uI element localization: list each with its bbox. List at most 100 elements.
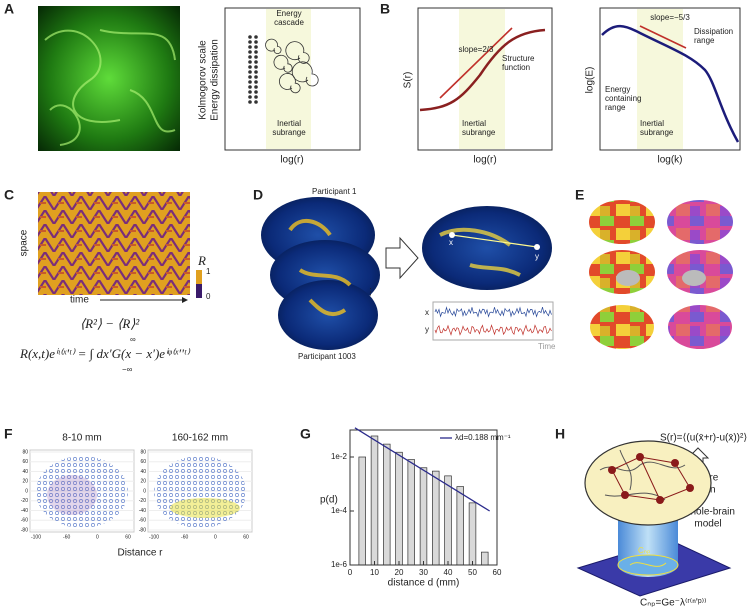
panel-label: F [4, 426, 13, 442]
bar [383, 443, 391, 566]
text: x [425, 308, 429, 317]
y-tick-label: 60 [22, 459, 28, 465]
slope-line [439, 27, 513, 99]
node [449, 232, 455, 238]
highlight [47, 475, 97, 515]
panel-label: H [555, 426, 565, 442]
dot [248, 45, 252, 49]
bar [358, 456, 366, 566]
y-tick-label: -60 [139, 518, 146, 524]
x-tick-label: 0 [348, 568, 353, 577]
dot [254, 55, 258, 59]
bar [444, 475, 452, 566]
text: Time [538, 342, 556, 351]
y-tick-label: -20 [139, 498, 146, 504]
scatter-cloud [36, 456, 128, 528]
bar [468, 502, 477, 566]
title: 8-10 mm [62, 433, 101, 444]
panel-label: A [4, 1, 14, 17]
x-tick-label: 60 [125, 534, 131, 540]
limit: ∞ [130, 335, 136, 344]
colorbar-title: R [197, 253, 206, 268]
x-tick-label: -60 [63, 534, 70, 540]
text: range [694, 36, 715, 45]
y-tick-label: 0 [143, 488, 146, 494]
y-tick-label: 1e-2 [331, 452, 348, 461]
brain [667, 200, 733, 244]
dot [248, 95, 252, 99]
y-tick-label: -40 [139, 508, 146, 514]
curve [601, 24, 740, 143]
y-tick-label: 20 [22, 479, 28, 485]
dot [254, 75, 258, 79]
plot-frame [224, 7, 361, 151]
flow-image [38, 6, 180, 151]
plot-frame [417, 7, 553, 151]
x-label: log(r) [280, 155, 303, 166]
plot-frame [599, 7, 741, 151]
text: Inertial [640, 119, 664, 128]
spiral [291, 61, 319, 87]
y-tick-label: -80 [139, 527, 146, 533]
edges [611, 456, 691, 501]
bar [419, 467, 428, 566]
text: containing [605, 94, 641, 103]
y-label: p(d) [320, 495, 338, 506]
wave [629, 562, 667, 567]
text: Energy [276, 9, 301, 18]
midline [682, 270, 706, 286]
dot [248, 35, 252, 39]
panel-label: E [575, 187, 584, 203]
brain [422, 206, 552, 290]
y-tick-label: -60 [21, 518, 28, 524]
dot [248, 60, 252, 64]
x-tick-label: 0 [214, 534, 217, 540]
dot [254, 95, 258, 99]
ellipsis: ⋮ [366, 286, 375, 296]
dot [248, 75, 252, 79]
midline [616, 270, 640, 286]
dot [248, 80, 252, 84]
dot [254, 100, 258, 104]
dot [254, 80, 258, 84]
arrow [385, 236, 419, 280]
x-tick-label: 20 [395, 568, 404, 577]
heatmap [38, 192, 190, 295]
y-tick-label: 80 [140, 449, 146, 455]
text: range [605, 103, 626, 112]
x-tick-label: 40 [444, 568, 453, 577]
y-label: S(r) [403, 72, 414, 89]
text: y [425, 325, 429, 334]
x-tick-label: 0 [96, 534, 99, 540]
swirl [44, 29, 176, 146]
panel-label: D [253, 187, 263, 203]
cascade [248, 35, 319, 104]
band [637, 9, 683, 149]
x-tick-label: 10 [370, 568, 379, 577]
arrow-head [182, 297, 188, 303]
spiral [285, 41, 310, 64]
x-label: distance d (mm) [388, 578, 460, 589]
x-tick-label: 60 [493, 568, 502, 577]
y-tick-label: 1e-4 [331, 506, 348, 515]
text: Inertial [462, 119, 486, 128]
panel-label: C [4, 187, 14, 203]
x-label: log(k) [657, 155, 682, 166]
spiral [265, 38, 282, 54]
y-tick-label: -80 [21, 527, 28, 533]
formula: S(r)=⟨(u(x̄+r)-u(x̄))²⟩ [660, 433, 747, 444]
brain [590, 305, 654, 349]
limit: −∞ [122, 365, 133, 374]
brain [584, 440, 712, 526]
text: y [535, 252, 539, 261]
curve [419, 28, 546, 112]
node [534, 244, 540, 250]
dot [248, 65, 252, 69]
y-tick-label: 60 [140, 459, 146, 465]
text: slope=2/3 [459, 45, 494, 54]
bar [370, 435, 379, 566]
y-label: Kolmogorov scale [198, 40, 209, 120]
text: Dissipation [694, 27, 733, 36]
x-label: time [70, 295, 89, 306]
text: subrange [272, 128, 306, 137]
